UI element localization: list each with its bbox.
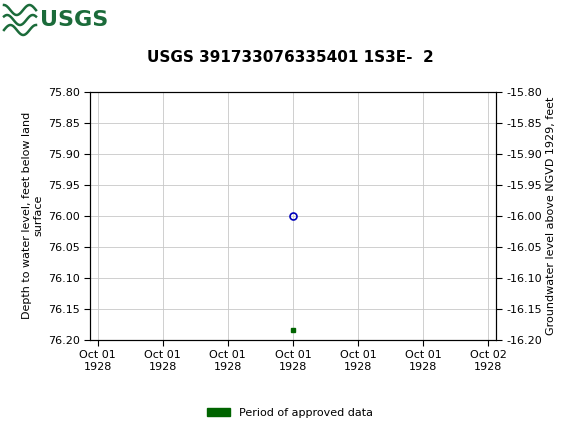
Legend: Period of approved data: Period of approved data (203, 403, 377, 422)
Text: USGS: USGS (40, 10, 108, 30)
Text: USGS 391733076335401 1S3E-  2: USGS 391733076335401 1S3E- 2 (147, 50, 433, 65)
Y-axis label: Groundwater level above NGVD 1929, feet: Groundwater level above NGVD 1929, feet (546, 96, 556, 335)
Y-axis label: Depth to water level, feet below land
surface: Depth to water level, feet below land su… (22, 112, 44, 319)
Bar (4, 4, 76, 36)
